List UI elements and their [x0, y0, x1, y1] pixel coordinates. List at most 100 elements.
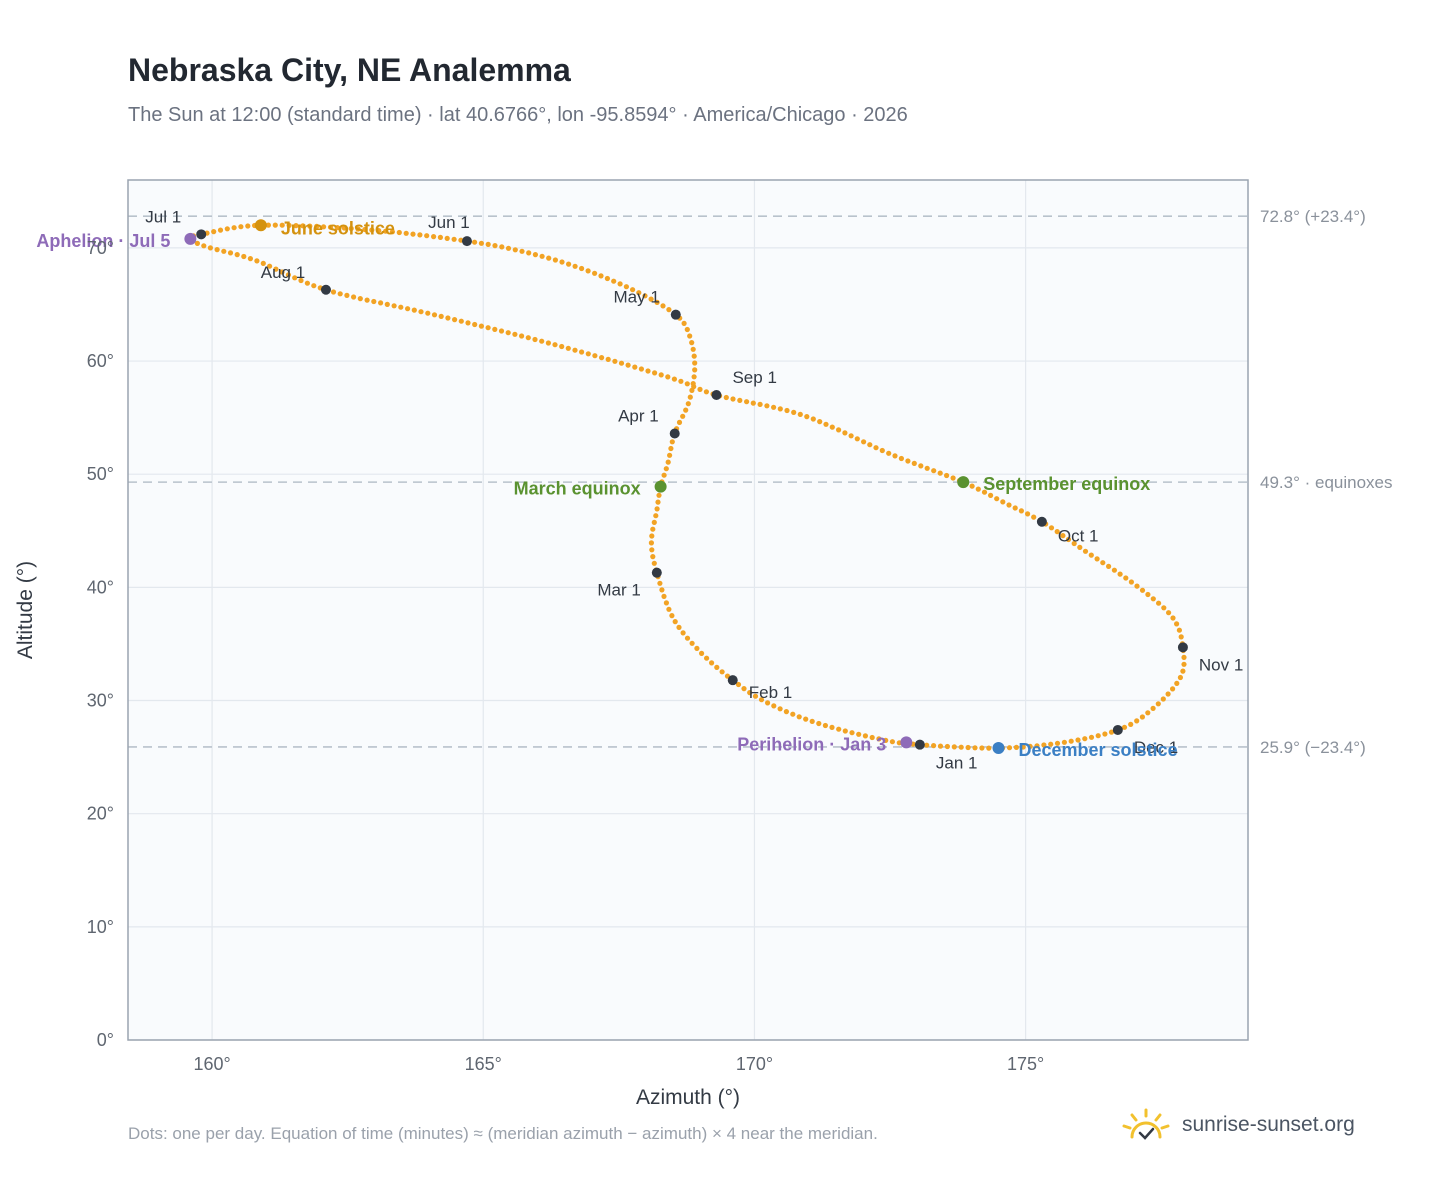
daily-sun-dot	[279, 222, 285, 228]
daily-sun-dot	[665, 459, 671, 465]
daily-sun-dot	[279, 269, 285, 275]
daily-sun-dot	[437, 234, 443, 240]
daily-sun-dot	[645, 368, 651, 374]
daily-sun-dot	[410, 231, 416, 237]
daily-sun-dot	[691, 374, 697, 380]
daily-sun-dot	[1025, 511, 1031, 517]
daily-sun-dot	[1034, 743, 1040, 749]
daily-sun-dot	[1027, 743, 1033, 750]
chart-title: Nebraska City, NE Analemma	[128, 52, 571, 88]
daily-sun-dot	[1177, 674, 1183, 681]
daily-sun-dot	[654, 506, 660, 512]
daily-sun-dot	[444, 235, 450, 241]
daily-sun-dot	[1013, 744, 1020, 751]
y-axis-title: Altitude (°)	[14, 561, 37, 659]
daily-sun-dot	[876, 736, 882, 742]
daily-sun-dot	[378, 300, 384, 306]
daily-sun-dot	[822, 722, 829, 729]
daily-sun-dot	[750, 400, 756, 406]
month-marker-label: Jul 1	[145, 207, 181, 226]
daily-sun-dot	[703, 389, 710, 395]
daily-sun-dot	[539, 253, 545, 259]
daily-sun-dot	[1082, 548, 1089, 554]
chart-subtitle: The Sun at 12:00 (standard time) · lat 4…	[128, 104, 908, 126]
daily-sun-dot	[1075, 737, 1081, 743]
daily-sun-dot	[1121, 724, 1128, 730]
daily-sun-dot	[485, 325, 491, 331]
daily-sun-dot	[687, 394, 693, 400]
daily-sun-dot	[842, 430, 848, 436]
daily-sun-dot	[201, 243, 207, 249]
daily-sun-dot	[438, 313, 444, 319]
event-marker-label: March equinox	[514, 479, 641, 499]
y-tick-label: 60°	[87, 351, 114, 371]
daily-sun-dot	[285, 272, 291, 278]
daily-sun-dot	[307, 223, 313, 229]
daily-sun-dot	[1181, 661, 1187, 667]
daily-sun-dot	[651, 560, 657, 566]
daily-sun-dot	[1012, 505, 1018, 511]
daily-sun-dot	[267, 263, 273, 269]
daily-sun-dot	[512, 247, 518, 253]
daily-sun-dot	[791, 409, 797, 415]
daily-sun-dot	[1181, 654, 1187, 661]
y-tick-label: 20°	[87, 804, 114, 824]
daily-sun-dot	[898, 455, 905, 462]
daily-sun-dot	[676, 419, 683, 425]
daily-sun-dot	[499, 244, 505, 250]
daily-sun-dot	[797, 411, 803, 417]
daily-sun-dot	[666, 606, 672, 612]
daily-sun-dot	[1161, 605, 1167, 611]
daily-sun-dot	[389, 229, 395, 235]
daily-sun-dot	[937, 470, 943, 476]
daily-sun-dot	[348, 225, 354, 232]
daily-sun-dot	[657, 580, 663, 586]
daily-sun-dot	[330, 289, 337, 295]
daily-sun-dot	[836, 427, 842, 433]
grid-lines	[128, 180, 1248, 1041]
daily-sun-dot	[676, 624, 682, 631]
daily-sun-dot	[666, 307, 672, 313]
daily-sun-dot	[234, 252, 240, 258]
daily-sun-dot	[765, 700, 771, 706]
daily-sun-dot	[260, 260, 266, 266]
daily-sun-dot	[1088, 734, 1095, 740]
daily-sun-dot	[618, 360, 625, 366]
daily-sun-dot	[572, 263, 578, 269]
daily-sun-dot	[659, 587, 665, 593]
month-marker-label: Feb 1	[749, 683, 792, 702]
daily-sun-dot	[194, 240, 200, 246]
daily-sun-dot	[669, 439, 675, 445]
event-marker-label: Aphelion · Jul 5	[36, 231, 170, 251]
daily-sun-dot	[678, 378, 684, 384]
daily-sun-dot	[771, 703, 777, 709]
daily-sun-dot	[391, 303, 397, 309]
daily-sun-dot	[472, 321, 478, 328]
daily-sun-dot	[979, 745, 985, 751]
daily-sun-dot	[809, 718, 815, 725]
daily-sun-dot	[1165, 691, 1171, 697]
daily-sun-dot	[981, 489, 988, 495]
daily-sun-dot	[431, 234, 437, 240]
daily-sun-dot	[1128, 721, 1134, 728]
daily-sun-dot	[417, 232, 423, 238]
x-axis-title: Azimuth (°)	[636, 1086, 740, 1109]
daily-sun-dot	[911, 460, 917, 466]
daily-sun-dot	[552, 342, 558, 348]
daily-sun-dot	[684, 326, 690, 333]
daily-sun-dot	[617, 281, 623, 287]
daily-sun-dot	[411, 307, 417, 313]
plot-area	[128, 180, 1248, 1040]
y-tick-label: 30°	[87, 691, 114, 711]
daily-sun-dot	[1095, 733, 1101, 739]
daily-sun-dot	[669, 613, 675, 619]
brand-logo: sunrise-sunset.org	[1120, 1102, 1355, 1148]
daily-sun-dot	[692, 367, 698, 373]
daily-sun-dot	[685, 401, 691, 407]
daily-sun-dot	[723, 394, 729, 401]
event-marker	[654, 480, 667, 493]
month-marker-label: Nov 1	[1199, 655, 1243, 674]
daily-sun-dot	[298, 277, 304, 284]
daily-sun-dot	[383, 228, 389, 234]
daily-sun-dot	[611, 278, 617, 284]
